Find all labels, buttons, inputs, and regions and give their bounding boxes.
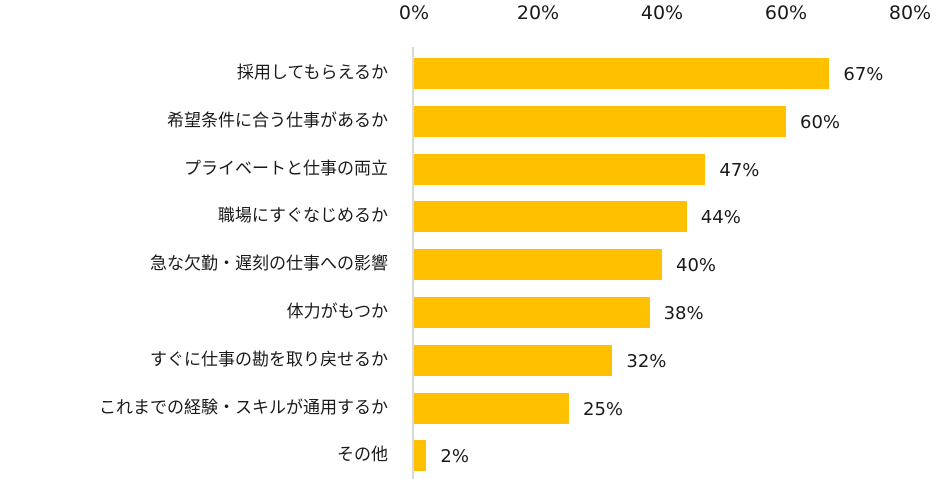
category-label: 体力がもつか <box>286 302 388 322</box>
category-label: 急な欠勤・遅刻の仕事への影響 <box>150 254 388 275</box>
x-tick-label: 40% <box>640 2 684 24</box>
bar <box>414 440 427 472</box>
value-label: 32% <box>626 350 667 372</box>
x-tick-label: 0% <box>398 2 430 24</box>
value-label: 2% <box>440 446 469 468</box>
bar-row: 採用してもらえるか 67% <box>0 58 940 89</box>
value-label: 38% <box>663 303 704 324</box>
bar-row: すぐに仕事の勘を取り戻せるか 32% <box>0 344 940 376</box>
x-tick-label: 60% <box>764 2 808 24</box>
bar <box>414 201 687 233</box>
category-label: これまでの経験・スキルが通用するか <box>99 397 388 418</box>
bar <box>414 58 830 89</box>
bar-row: 職場にすぐなじめるか 44% <box>0 201 940 233</box>
bar-row: これまでの経験・スキルが通用するか 25% <box>0 392 940 424</box>
x-tick-label: 80% <box>888 2 932 24</box>
value-label: 44% <box>700 207 741 229</box>
value-label: 60% <box>800 111 841 133</box>
bar-row: 体力がもつか 38% <box>0 297 940 328</box>
category-label: 希望条件に合う仕事があるか <box>167 110 388 131</box>
bar <box>414 392 569 424</box>
bar-row: その他 2% <box>0 440 940 472</box>
bar <box>414 153 706 185</box>
bar <box>414 249 662 281</box>
category-label: 職場にすぐなじめるか <box>217 206 388 227</box>
bar <box>414 297 650 328</box>
bar <box>414 344 613 376</box>
category-label: 採用してもらえるか <box>236 63 388 83</box>
x-tick-label: 20% <box>516 2 560 24</box>
value-label: 67% <box>843 64 884 85</box>
value-label: 25% <box>583 398 624 420</box>
y-axis-line <box>412 47 414 479</box>
bar <box>414 105 786 137</box>
bar-row: 急な欠勤・遅刻の仕事への影響 40% <box>0 249 940 281</box>
category-label: その他 <box>337 445 388 466</box>
value-label: 47% <box>719 159 760 181</box>
bar-row: プライベートと仕事の両立 47% <box>0 153 940 185</box>
category-label: すぐに仕事の勘を取り戻せるか <box>150 349 388 370</box>
bar-row: 希望条件に合う仕事があるか 60% <box>0 105 940 137</box>
value-label: 40% <box>676 255 717 277</box>
category-label: プライベートと仕事の両立 <box>184 158 388 179</box>
